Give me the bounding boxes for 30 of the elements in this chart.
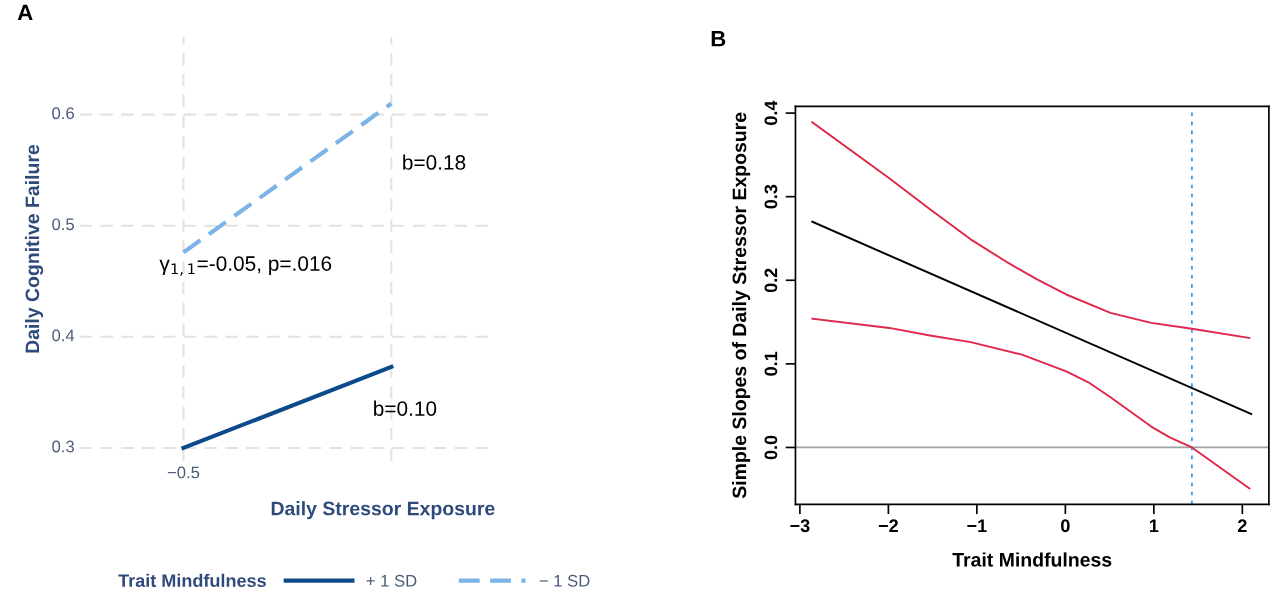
x-tick-label: −3 xyxy=(790,519,810,533)
y-tick-label: 0.3 xyxy=(764,184,778,209)
x-tick-label: 0 xyxy=(1061,519,1070,533)
y-tick-label: 0.5 xyxy=(52,218,74,231)
x-tick-label: 2 xyxy=(1237,519,1247,532)
line-series xyxy=(811,317,1251,490)
annotation: b=0.18 xyxy=(403,154,466,170)
y-tick-label: 0.4 xyxy=(52,329,75,342)
y-tick-label: 0.2 xyxy=(764,268,778,293)
legend-label: + 1 SD xyxy=(366,574,417,587)
x-axis-title: Trait Mindfulness xyxy=(952,552,1112,567)
x-tick-label: −2 xyxy=(878,519,898,532)
legend-title: Trait Mindfulness xyxy=(118,573,266,588)
y-tick-label: 0.1 xyxy=(764,351,778,376)
y-tick-label: 0.6 xyxy=(52,107,74,120)
y-axis-title: Simple Slopes of Daily Stressor Exposure xyxy=(732,112,751,499)
x-tick-label: 1 xyxy=(1149,519,1159,532)
x-axis-title: Daily Stressor Exposure xyxy=(271,501,495,520)
y-tick-label: 0.4 xyxy=(764,100,778,125)
y-tick-label: 0.0 xyxy=(764,435,778,460)
annotation: γ$_{1,1}$=-0.05, p=.016 xyxy=(159,256,332,276)
x-tick-label: −0.5 xyxy=(167,466,200,479)
y-tick-label: 0.3 xyxy=(52,440,74,453)
chart-title: A xyxy=(17,4,33,21)
y-axis-title: Daily Cognitive Failure xyxy=(24,144,44,353)
line-series xyxy=(811,121,1251,339)
annotation: b=0.10 xyxy=(374,400,437,416)
legend-label: − 1 SD xyxy=(539,574,590,587)
chart-title: B xyxy=(711,31,726,47)
x-tick-label: −1 xyxy=(967,519,987,532)
